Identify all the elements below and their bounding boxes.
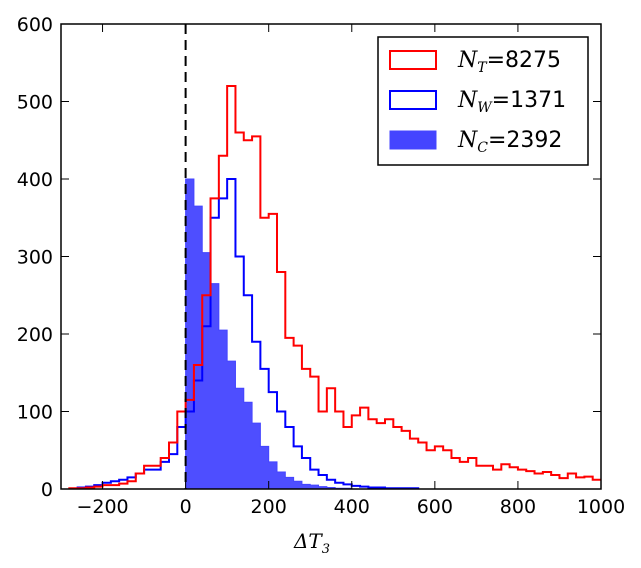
y-tick-label: 400 — [17, 169, 53, 191]
axis-ticks — [61, 23, 602, 490]
y-tick-label: 600 — [17, 14, 53, 36]
x-tick-label: 200 — [251, 496, 287, 518]
legend: NT=8275 NW=1371 NC=2392 — [377, 36, 589, 166]
y-tick-label: 300 — [17, 247, 53, 269]
legend-swatch-nc — [389, 130, 437, 150]
legend-label-nw: NW=1371 — [457, 88, 566, 116]
legend-label-nt: NT=8275 — [457, 48, 561, 76]
y-tick-label: 500 — [17, 92, 53, 114]
x-axis-label: ΔT3 — [293, 529, 330, 557]
x-tick-label: 400 — [334, 496, 370, 518]
y-tick-label: 0 — [41, 479, 53, 501]
y-tick-label: 100 — [17, 402, 53, 424]
x-tick-label: 800 — [500, 496, 536, 518]
x-tick-label: 0 — [180, 496, 192, 518]
y-tick-labels: 0 100 200 300 400 500 600 — [17, 14, 53, 501]
y-tick-label: 200 — [17, 324, 53, 346]
x-tick-labels: −200 0 200 400 600 800 1000 — [76, 496, 625, 518]
series-nw-step — [69, 178, 420, 489]
legend-label-nc: NC=2392 — [457, 128, 562, 156]
x-tick-label: 1000 — [577, 496, 625, 518]
legend-swatch-nw — [389, 90, 437, 110]
series-nt-step — [68, 85, 601, 489]
x-tick-label: −200 — [76, 496, 128, 518]
legend-swatch-nt — [389, 50, 437, 70]
x-tick-label: 600 — [417, 496, 453, 518]
plot-area — [68, 24, 601, 489]
